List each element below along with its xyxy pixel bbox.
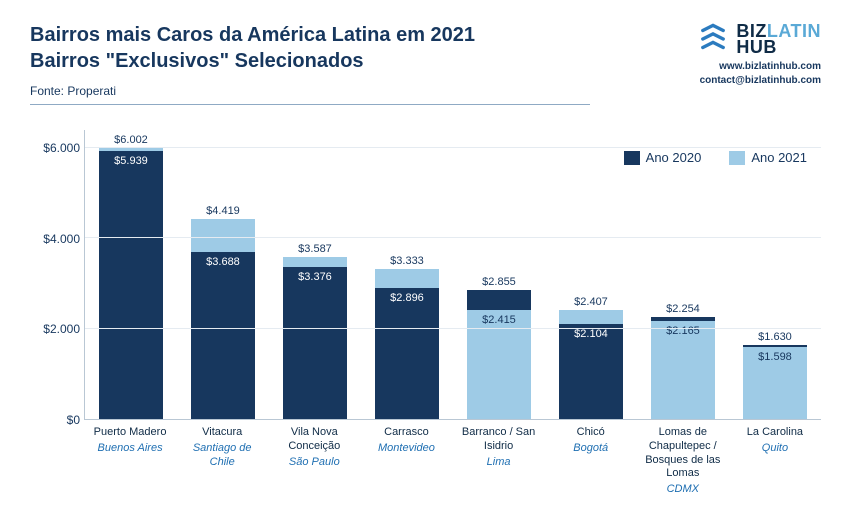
bar-front bbox=[467, 310, 531, 419]
neigh-name: Carrasco bbox=[384, 426, 429, 438]
bar-group: $4.419 $3.688 bbox=[177, 130, 269, 419]
value-label-back: $2.407 bbox=[559, 296, 623, 310]
gridline bbox=[85, 328, 821, 329]
header-rule bbox=[30, 104, 590, 105]
bar-stack: $2.407 $2.104 bbox=[559, 130, 623, 419]
city-name: CDMX bbox=[641, 483, 725, 497]
x-label: Vitacura Santiago de Chile bbox=[176, 420, 268, 490]
bar-group: $3.587 $3.376 bbox=[269, 130, 361, 419]
contact-url: www.bizlatinhub.com bbox=[696, 60, 821, 74]
bar-group: $2.407 $2.104 bbox=[545, 130, 637, 419]
city-name: Buenos Aires bbox=[88, 442, 172, 456]
value-label-front: $5.939 bbox=[99, 155, 163, 167]
logo: BIZLATIN HUB bbox=[696, 22, 821, 56]
bar-front bbox=[283, 267, 347, 419]
x-label: Chicó Bogotá bbox=[545, 420, 637, 490]
source: Fonte: Properati bbox=[30, 84, 696, 98]
neigh-name: Vitacura bbox=[202, 426, 242, 438]
logo-block: BIZLATIN HUB www.bizlatinhub.com contact… bbox=[696, 22, 821, 88]
value-label-front: $3.688 bbox=[191, 256, 255, 268]
title: Bairros mais Caros da América Latina em … bbox=[30, 22, 696, 48]
bar-group: $1.630 $1.598 bbox=[729, 130, 821, 419]
title-block: Bairros mais Caros da América Latina em … bbox=[30, 22, 696, 105]
y-axis: $0$2.000$4.000$6.000 bbox=[30, 130, 80, 420]
logo-text: BIZLATIN HUB bbox=[736, 23, 821, 55]
bar-groups: $6.002 $5.939 $4.419 $3.688 $3.587 $3.376 $3.3… bbox=[85, 130, 821, 419]
x-label: Barranco / San Isidrio Lima bbox=[453, 420, 545, 490]
value-label-back: $2.254 bbox=[651, 303, 715, 317]
bar-stack: $2.855 $2.415 bbox=[467, 130, 531, 419]
x-axis-labels: Puerto Madero Buenos Aires Vitacura Santiag… bbox=[84, 420, 821, 490]
bar-stack: $1.630 $1.598 bbox=[743, 130, 807, 419]
chart-card: Bairros mais Caros da América Latina em … bbox=[0, 0, 851, 510]
plot-area: $6.002 $5.939 $4.419 $3.688 $3.587 $3.376 $3.3… bbox=[84, 130, 821, 420]
value-label-front: $2.415 bbox=[467, 314, 531, 326]
value-label-front: $1.598 bbox=[743, 351, 807, 363]
y-tick-label: $2.000 bbox=[30, 322, 80, 336]
value-label-back: $1.630 bbox=[743, 331, 807, 345]
value-label-back: $3.587 bbox=[283, 243, 347, 257]
bar-group: $6.002 $5.939 bbox=[85, 130, 177, 419]
bar-group: $2.254$2.165 bbox=[637, 130, 729, 419]
bar-front bbox=[191, 252, 255, 419]
value-label-front: $2.104 bbox=[559, 328, 623, 340]
city-name: Bogotá bbox=[549, 442, 633, 456]
x-label: Vila Nova Conceição São Paulo bbox=[268, 420, 360, 490]
contact-email: contact@bizlatinhub.com bbox=[696, 74, 821, 88]
x-label: Carrasco Montevideo bbox=[360, 420, 452, 490]
city-name: Montevideo bbox=[364, 442, 448, 456]
x-label: La Carolina Quito bbox=[729, 420, 821, 490]
chart: $0$2.000$4.000$6.000 $6.002$5.939$4.419$… bbox=[30, 130, 821, 490]
x-label: Lomas de Chapultepec / Bosques de las Lo… bbox=[637, 420, 729, 490]
gridline bbox=[85, 237, 821, 238]
bar-stack: $6.002 $5.939 bbox=[99, 130, 163, 419]
value-label-front: $3.376 bbox=[283, 271, 347, 283]
bar-stack: $3.333 $2.896 bbox=[375, 130, 439, 419]
logo-hub: HUB bbox=[736, 37, 777, 57]
bar-front bbox=[99, 151, 163, 419]
bar-front bbox=[375, 288, 439, 419]
neigh-name: Barranco / San Isidrio bbox=[462, 426, 535, 452]
y-tick-label: $0 bbox=[30, 413, 80, 427]
city-name: São Paulo bbox=[272, 456, 356, 470]
header: Bairros mais Caros da América Latina em … bbox=[30, 22, 821, 105]
logo-icon bbox=[696, 22, 730, 56]
value-label-back: $2.855 bbox=[467, 276, 531, 290]
y-tick-label: $4.000 bbox=[30, 232, 80, 246]
bar-group: $3.333 $2.896 bbox=[361, 130, 453, 419]
value-label-back: $6.002 bbox=[99, 134, 163, 148]
neigh-name: Vila Nova Conceição bbox=[288, 426, 340, 452]
city-name: Santiago de Chile bbox=[180, 442, 264, 470]
bar-stack: $2.254$2.165 bbox=[651, 130, 715, 419]
neigh-name: Puerto Madero bbox=[94, 426, 167, 438]
bar-stack: $4.419 $3.688 bbox=[191, 130, 255, 419]
x-label: Puerto Madero Buenos Aires bbox=[84, 420, 176, 490]
y-tick-label: $6.000 bbox=[30, 141, 80, 155]
city-name: Quito bbox=[733, 442, 817, 456]
value-label-back: $4.419 bbox=[191, 205, 255, 219]
gridline bbox=[85, 147, 821, 148]
bar-group: $2.855 $2.415 bbox=[453, 130, 545, 419]
bar-stack: $3.587 $3.376 bbox=[283, 130, 347, 419]
neigh-name: Chicó bbox=[577, 426, 605, 438]
neigh-name: Lomas de Chapultepec / Bosques de las Lo… bbox=[645, 426, 720, 479]
value-label-back: $3.333 bbox=[375, 255, 439, 269]
subtitle: Bairros "Exclusivos" Selecionados bbox=[30, 48, 696, 74]
city-name: Lima bbox=[457, 456, 541, 470]
neigh-name: La Carolina bbox=[747, 426, 803, 438]
value-label-front: $2.896 bbox=[375, 292, 439, 304]
